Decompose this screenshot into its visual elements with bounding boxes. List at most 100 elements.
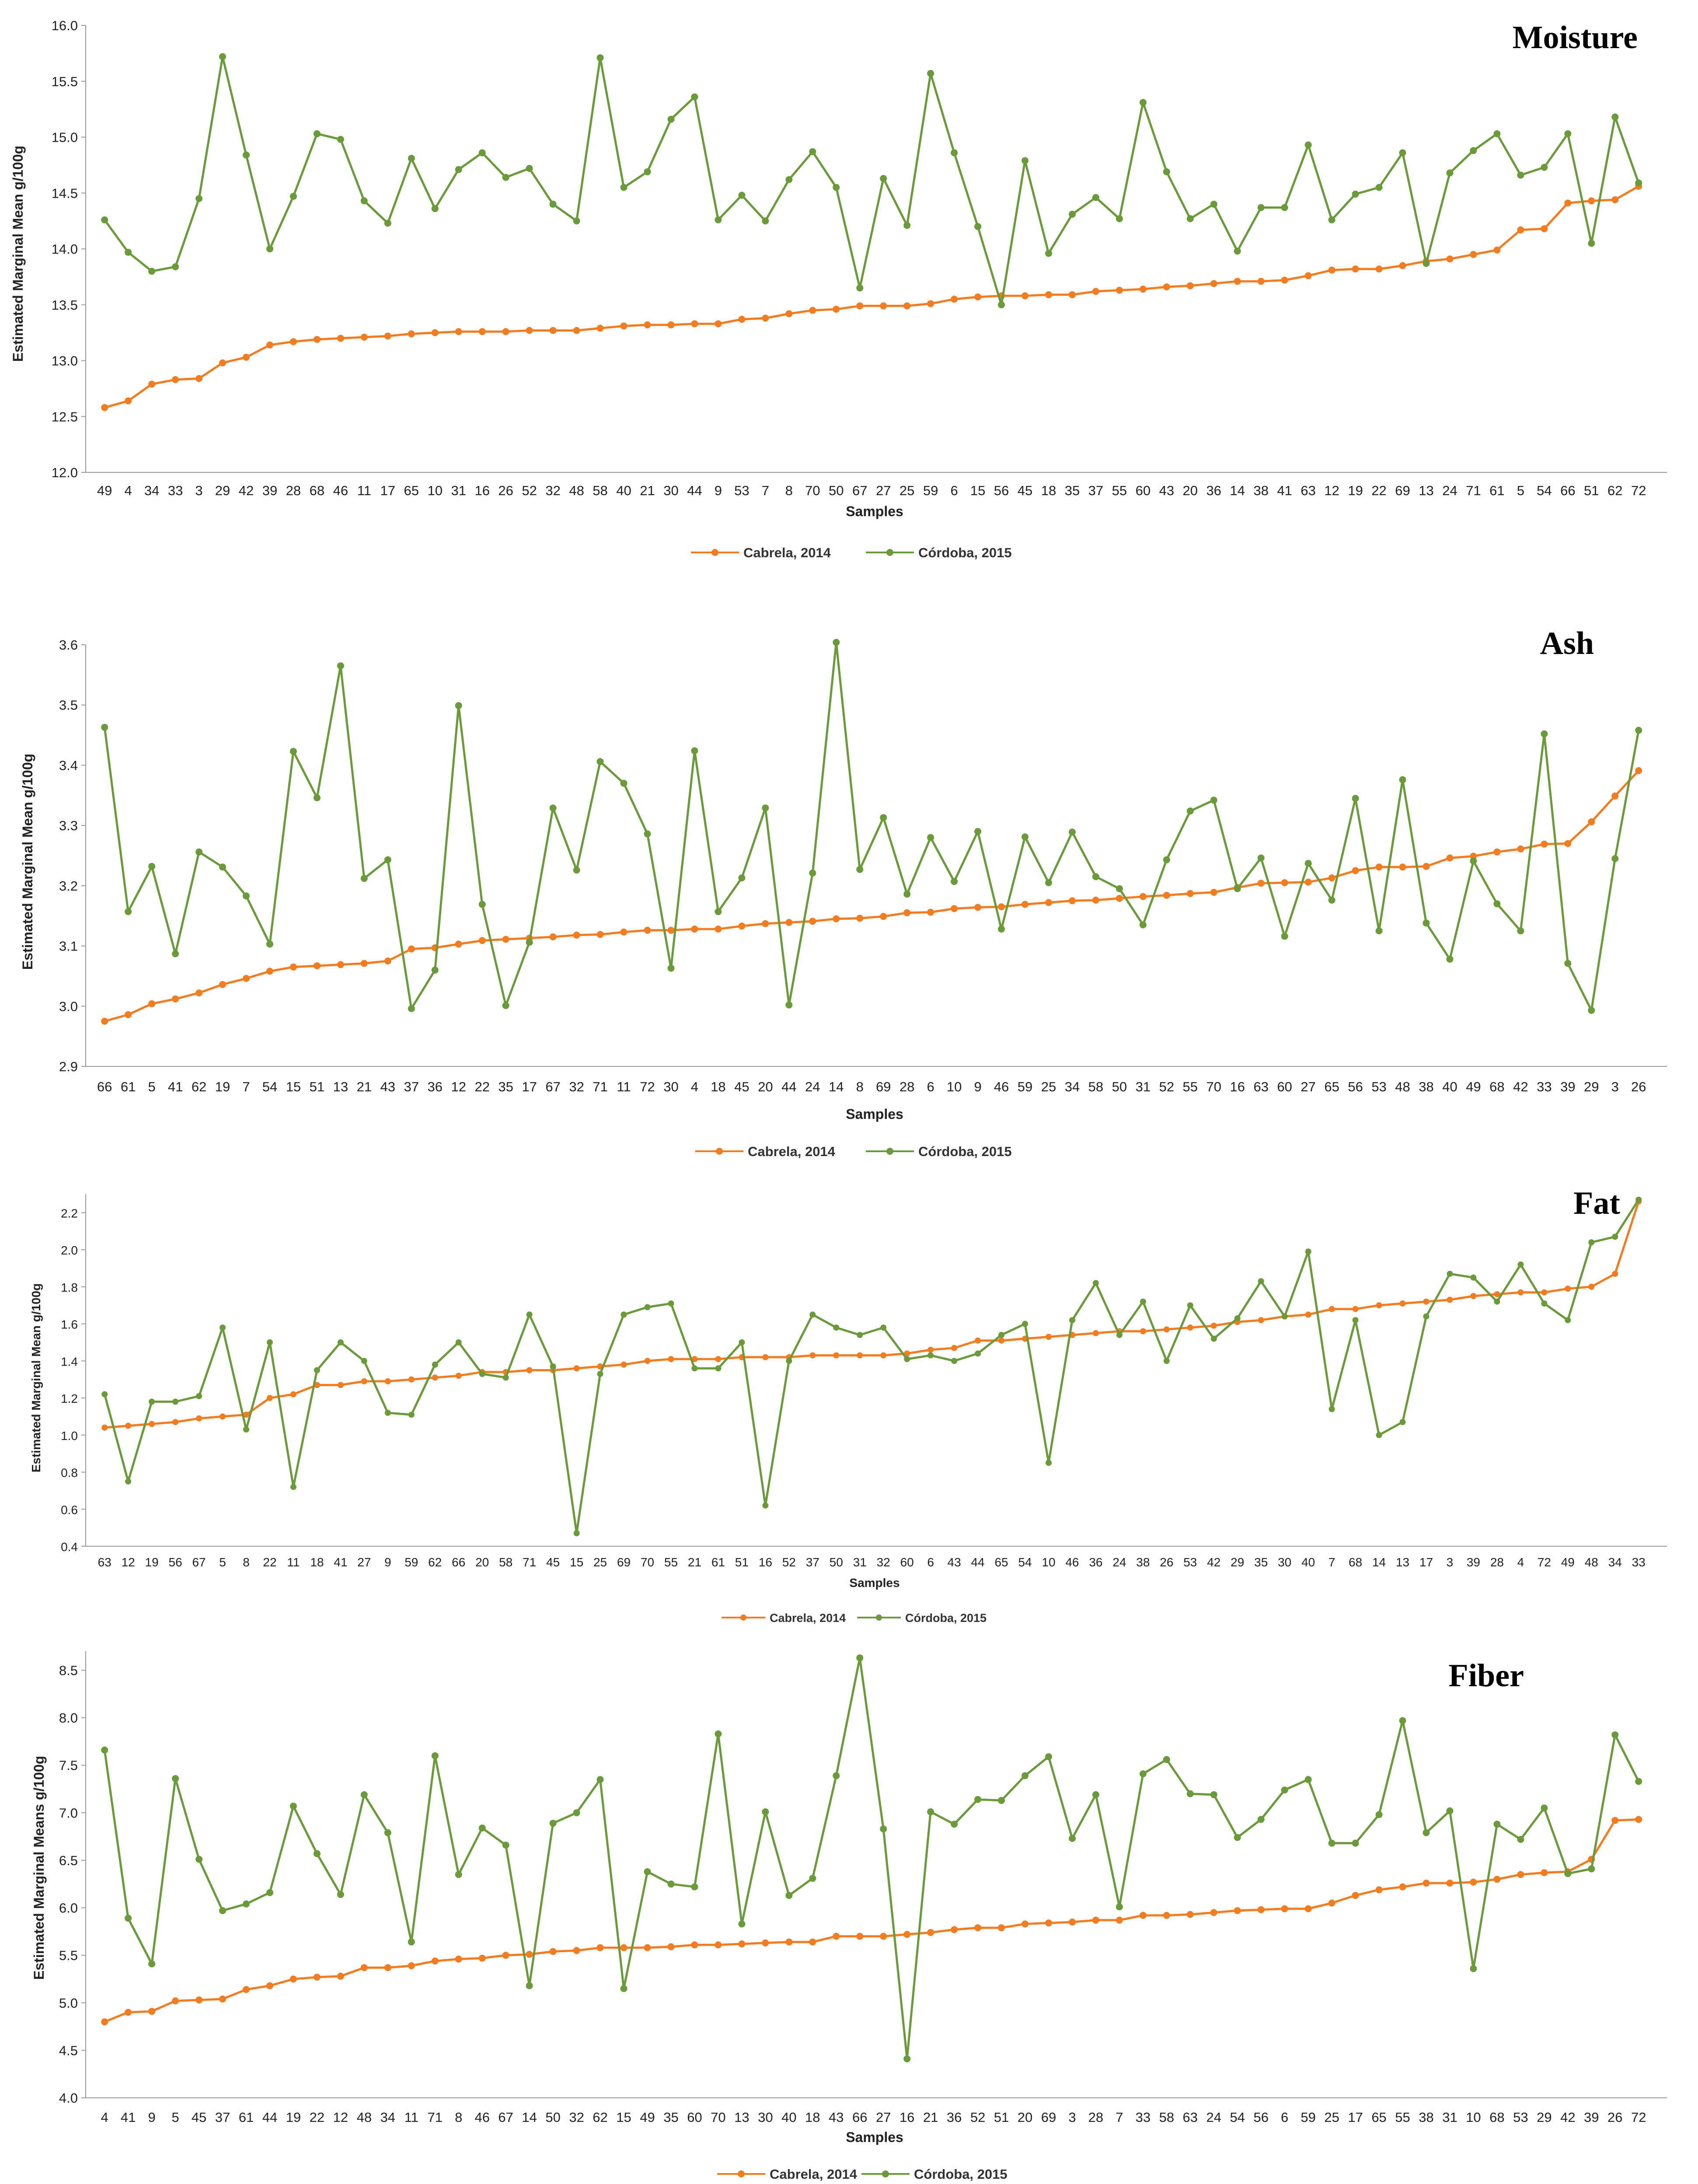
data-point-cabrela: [715, 926, 722, 933]
data-point-cordoba: [243, 151, 250, 159]
data-point-cordoba: [243, 892, 250, 900]
data-point-cordoba: [1022, 1321, 1028, 1327]
data-point-cordoba: [219, 1907, 226, 1914]
x-tick-label: 5: [171, 2110, 179, 2125]
data-point-cordoba: [408, 155, 415, 162]
y-tick-label: 12.5: [52, 409, 78, 424]
data-point-cordoba: [1470, 1965, 1477, 1972]
x-tick-label: 46: [994, 1079, 1009, 1094]
data-point-cordoba: [1328, 1839, 1335, 1847]
data-point-cabrela: [974, 293, 982, 301]
x-tick-label: 7: [1116, 2110, 1123, 2125]
data-point-cordoba: [738, 192, 746, 199]
data-point-cordoba: [1375, 1811, 1383, 1818]
data-point-cordoba: [880, 814, 887, 821]
y-tick-label: 3.4: [59, 758, 78, 773]
data-point-cabrela: [904, 1350, 910, 1357]
data-point-cabrela: [455, 1955, 462, 1963]
y-tick-label: 3.2: [59, 878, 78, 894]
data-point-cabrela: [903, 909, 911, 916]
x-tick-label: 30: [758, 2110, 773, 2125]
data-point-cabrela: [620, 322, 628, 330]
data-point-cordoba: [1612, 1234, 1618, 1240]
data-point-cabrela: [691, 320, 698, 328]
data-point-cordoba: [1069, 828, 1076, 836]
x-tick-label: 53: [1371, 1079, 1386, 1094]
data-point-cordoba: [1116, 885, 1123, 892]
data-point-cabrela: [125, 2009, 132, 2016]
y-tick-label: 14.0: [52, 241, 78, 257]
x-tick-label: 48: [569, 483, 584, 498]
data-point-cabrela: [1281, 1905, 1288, 1912]
data-point-cabrela: [1281, 276, 1288, 284]
x-tick-label: 62: [593, 2110, 607, 2125]
data-point-cabrela: [715, 320, 722, 328]
data-point-cordoba: [125, 908, 132, 916]
data-point-cabrela: [1494, 1291, 1500, 1297]
x-tick-label: 67: [545, 1079, 560, 1094]
data-point-cabrela: [478, 328, 486, 335]
data-point-cordoba: [526, 1982, 533, 1989]
data-point-cordoba: [880, 175, 887, 182]
data-point-cabrela: [1092, 1330, 1099, 1336]
data-point-cordoba: [1304, 860, 1312, 867]
x-tick-label: 43: [380, 1079, 395, 1094]
data-point-cordoba: [1258, 1278, 1264, 1285]
x-tick-label: 70: [711, 2110, 725, 2125]
data-point-cabrela: [1045, 899, 1052, 906]
data-point-cabrela: [667, 1943, 675, 1950]
data-point-cordoba: [1234, 1315, 1241, 1321]
data-point-cabrela: [1588, 197, 1595, 205]
data-point-cordoba: [267, 1339, 273, 1345]
data-point-cabrela: [1116, 1916, 1123, 1924]
data-point-cabrela: [620, 928, 628, 936]
data-point-cabrela: [738, 1940, 746, 1948]
x-tick-label: 7: [242, 1079, 250, 1094]
x-tick-label: 6: [950, 483, 958, 498]
data-point-cabrela: [1565, 1286, 1571, 1292]
data-point-cordoba: [691, 93, 698, 101]
data-point-cabrela: [880, 1932, 887, 1940]
x-tick-label: 38: [1419, 1079, 1433, 1094]
data-point-cabrela: [1186, 890, 1194, 897]
y-tick-label: 0.4: [61, 1540, 78, 1554]
x-tick-label: 31: [1442, 2110, 1457, 2125]
x-tick-label: 12: [122, 1555, 135, 1569]
x-tick-label: 67: [498, 2110, 513, 2125]
data-point-cabrela: [1328, 1899, 1335, 1907]
data-point-cabrela: [290, 1391, 296, 1398]
data-point-cordoba: [1517, 927, 1524, 935]
x-tick-label: 26: [1607, 2110, 1622, 2125]
x-tick-label: 24: [1206, 2110, 1221, 2125]
data-point-cordoba: [1257, 1816, 1265, 1823]
data-point-cordoba: [596, 1776, 604, 1783]
data-point-cordoba: [243, 1900, 250, 1908]
data-point-cordoba: [195, 1856, 203, 1863]
y-tick-label: 14.5: [52, 185, 78, 201]
data-point-cabrela: [644, 321, 651, 328]
data-point-cabrela: [148, 1000, 156, 1007]
x-tick-label: 6: [927, 1555, 934, 1569]
data-point-cabrela: [1541, 840, 1548, 848]
data-point-cabrela: [172, 1419, 179, 1426]
series-line-cordoba: [103, 641, 1640, 1012]
x-tick-label: 32: [877, 1555, 890, 1569]
data-point-cabrela: [1564, 199, 1572, 207]
data-point-cabrela: [502, 328, 509, 335]
x-tick-label: 28: [1490, 1555, 1504, 1569]
x-tick-label: 28: [286, 483, 301, 498]
data-point-cordoba: [502, 174, 509, 181]
data-point-cabrela: [809, 1352, 816, 1359]
data-point-cabrela: [1375, 266, 1383, 273]
data-point-cabrela: [1635, 1816, 1642, 1823]
y-tick-label: 8.5: [59, 1663, 78, 1678]
x-tick-label: 16: [900, 2110, 914, 2125]
data-point-cordoba: [125, 1915, 132, 1922]
x-tick-label: 32: [569, 2110, 584, 2125]
data-point-cordoba: [266, 940, 273, 948]
x-tick-label: 53: [734, 483, 749, 498]
data-point-cordoba: [596, 758, 604, 765]
data-point-cordoba: [1447, 1271, 1453, 1277]
data-point-cabrela: [1116, 895, 1123, 902]
data-point-cabrela: [1517, 226, 1524, 234]
